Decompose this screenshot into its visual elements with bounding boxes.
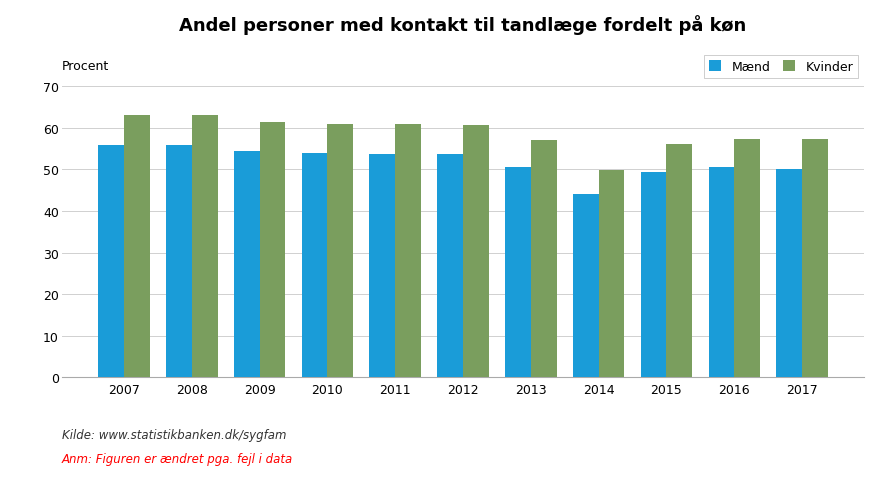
Bar bbox=[573, 195, 599, 378]
Bar bbox=[259, 122, 286, 378]
Bar bbox=[640, 173, 667, 378]
Bar bbox=[166, 145, 191, 378]
Bar bbox=[234, 151, 259, 378]
Bar bbox=[708, 168, 735, 378]
Text: Andel personer med kontakt til tandlæge fordelt på køn: Andel personer med kontakt til tandlæge … bbox=[179, 15, 747, 35]
Text: Anm: Figuren er ændret pga. fejl i data: Anm: Figuren er ændret pga. fejl i data bbox=[62, 453, 293, 466]
Bar bbox=[395, 124, 421, 378]
Bar bbox=[735, 139, 760, 378]
Bar bbox=[463, 126, 489, 378]
Bar bbox=[124, 116, 150, 378]
Legend: Mænd, Kvinder: Mænd, Kvinder bbox=[704, 56, 858, 78]
Bar bbox=[370, 154, 395, 378]
Bar bbox=[98, 145, 124, 378]
Bar bbox=[191, 116, 218, 378]
Text: Procent: Procent bbox=[62, 60, 109, 73]
Bar bbox=[505, 168, 531, 378]
Bar bbox=[302, 153, 327, 378]
Bar bbox=[667, 144, 692, 378]
Text: Kilde: www.statistikbanken.dk/sygfam: Kilde: www.statistikbanken.dk/sygfam bbox=[62, 428, 287, 441]
Bar bbox=[599, 171, 624, 378]
Bar bbox=[802, 139, 828, 378]
Bar bbox=[776, 169, 802, 378]
Bar bbox=[327, 124, 353, 378]
Bar bbox=[531, 140, 557, 378]
Bar bbox=[437, 155, 463, 378]
